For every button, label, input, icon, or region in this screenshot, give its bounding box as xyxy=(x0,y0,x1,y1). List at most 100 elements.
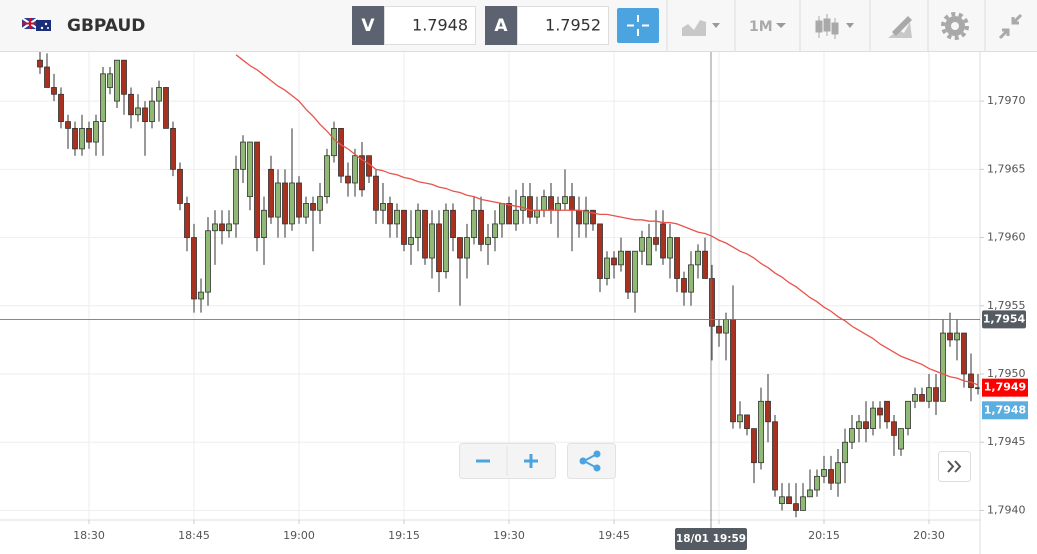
candle-body xyxy=(338,128,344,177)
candle-body xyxy=(884,400,890,423)
candle-body xyxy=(233,168,239,225)
zoom-controls xyxy=(459,443,971,482)
candle-body xyxy=(814,475,820,491)
candle-body xyxy=(604,257,610,279)
flag-icon xyxy=(21,17,51,31)
candle-body xyxy=(583,209,589,225)
candle-type-button[interactable] xyxy=(815,14,854,39)
toolbar-dividers xyxy=(666,0,986,51)
candle-body xyxy=(282,182,288,225)
y-tick-label: 1,7960 xyxy=(987,231,1026,244)
candle-body xyxy=(317,196,323,211)
settings-button[interactable] xyxy=(941,12,969,40)
candle-body xyxy=(492,223,498,238)
candle-body xyxy=(429,223,435,259)
candle-body xyxy=(107,73,113,88)
y-tick-label: 1,7955 xyxy=(987,299,1026,312)
interval-arrow xyxy=(776,23,786,28)
candle-body xyxy=(863,421,869,429)
share-button[interactable] xyxy=(567,443,616,479)
x-tick-label: 20:30 xyxy=(913,529,945,542)
candle-body xyxy=(142,107,148,122)
candle-body xyxy=(289,182,295,225)
moving-average-line xyxy=(235,54,979,386)
candle-body xyxy=(212,223,218,232)
zoom-in-button[interactable] xyxy=(524,454,538,468)
axes: 1,79401,79451,79501,79551,79601,79651,79… xyxy=(0,52,1026,554)
candle-body xyxy=(240,141,246,170)
candle-body xyxy=(618,250,624,266)
candle-body xyxy=(191,237,197,300)
candle-body xyxy=(765,400,771,423)
sell-button[interactable] xyxy=(352,6,384,45)
candle-body xyxy=(352,155,358,184)
candle-body xyxy=(961,332,967,375)
candle-body xyxy=(702,250,708,279)
candle-body xyxy=(58,93,64,122)
candle-body xyxy=(793,503,799,511)
candle-body xyxy=(891,421,897,436)
scroll-right-button[interactable] xyxy=(938,451,971,482)
candle-body xyxy=(93,121,99,143)
candle-body xyxy=(345,175,351,184)
y-tick-label: 1,7950 xyxy=(987,367,1026,380)
candle-body xyxy=(835,462,841,484)
candle-body xyxy=(856,421,862,429)
x-tick-label: 19:15 xyxy=(388,529,420,542)
candle-body xyxy=(86,128,92,143)
candle-body xyxy=(254,141,260,238)
price-tag-box xyxy=(982,401,1028,420)
candle-body xyxy=(415,209,421,238)
candle-body xyxy=(184,203,190,238)
crosshair-time-box xyxy=(675,528,747,550)
y-tick-label: 1,7945 xyxy=(987,435,1026,448)
candle-body xyxy=(632,250,638,293)
candle-body xyxy=(905,400,911,429)
candle-body xyxy=(751,428,757,464)
sell-label: V xyxy=(361,16,375,36)
candle-body xyxy=(37,59,43,68)
price-tag-box xyxy=(982,378,1028,397)
candle-body xyxy=(79,128,85,150)
chart-type-button[interactable] xyxy=(682,20,720,36)
x-tick-label: 20:15 xyxy=(808,529,840,542)
candle-body xyxy=(758,400,764,464)
candle-body xyxy=(219,223,225,232)
drawing-button[interactable] xyxy=(888,16,912,38)
candle-body xyxy=(653,237,659,245)
x-tick-label: 19:00 xyxy=(283,529,315,542)
candle-body xyxy=(506,203,512,225)
candle-body xyxy=(688,264,694,293)
candle-body xyxy=(170,128,176,170)
interval[interactable]: 1M xyxy=(749,19,773,35)
candle-body xyxy=(205,230,211,293)
symbol: GBPAUD xyxy=(67,16,145,36)
candle-body xyxy=(310,203,316,211)
collapse-button[interactable] xyxy=(998,13,1023,40)
buy-button[interactable] xyxy=(485,6,517,45)
candle-body xyxy=(590,209,596,225)
candle-body xyxy=(471,209,477,238)
candle-body xyxy=(100,73,106,122)
buy-price: 1.7952 xyxy=(545,16,601,35)
candle-body xyxy=(744,414,750,429)
x-tick-label: 18:30 xyxy=(73,529,105,542)
candle-body xyxy=(359,155,365,191)
price-tag-label: 1,7948 xyxy=(984,403,1026,416)
candle-body xyxy=(954,332,960,341)
candle-body xyxy=(611,257,617,266)
crosshair-button[interactable] xyxy=(617,8,659,43)
candle-body xyxy=(968,373,974,389)
overlay: 1,7954 18/01 19:59 1,7949 1,7948 xyxy=(0,52,1028,550)
candle-body xyxy=(478,209,484,245)
candle-body xyxy=(709,278,715,327)
candle-body xyxy=(898,428,904,450)
candle-body xyxy=(128,93,134,116)
candle-body xyxy=(800,496,806,511)
x-tick-label: 19:30 xyxy=(493,529,525,542)
candle-body xyxy=(457,237,463,259)
candle-body xyxy=(730,319,736,423)
candle-body xyxy=(527,196,533,218)
candle-body xyxy=(296,182,302,218)
sell-price-box xyxy=(384,6,476,45)
